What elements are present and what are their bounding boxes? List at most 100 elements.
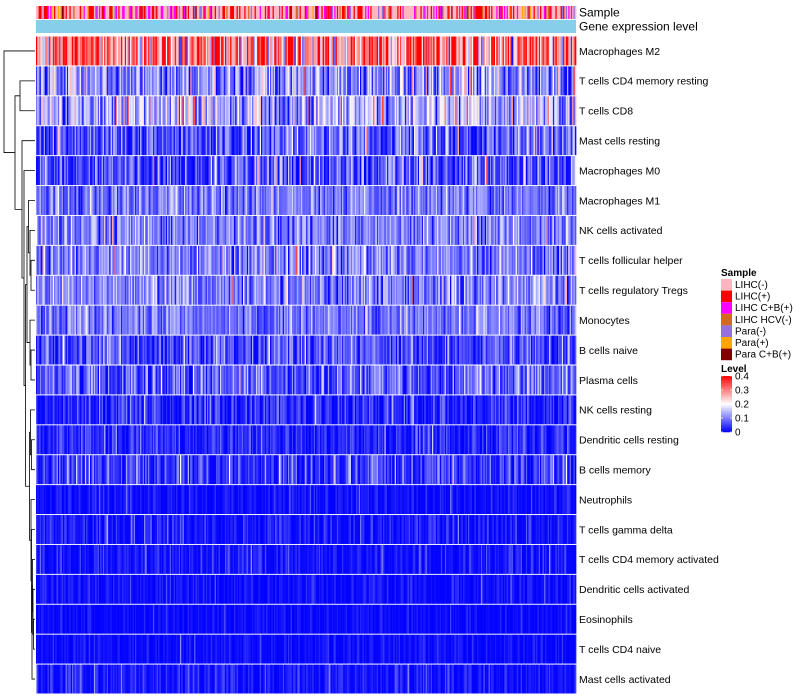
heatmap-cell [180,66,182,96]
heatmap-cell [61,305,64,335]
heatmap-cell [311,335,313,365]
heatmap-cell [527,156,529,186]
heatmap-cell [405,305,407,335]
heatmap-cell [150,335,153,365]
heatmap-cell [462,96,465,126]
heatmap-cell [222,156,225,186]
heatmap-cell [304,305,307,335]
heatmap-cell [122,275,124,305]
heatmap-cell [169,186,172,215]
heatmap-cell [135,215,137,245]
sample-cell [120,6,123,19]
sample-cell [114,6,117,19]
heatmap-cell [160,275,163,305]
heatmap-cell [210,36,213,66]
heatmap-cell [109,96,111,126]
heatmap-cell [199,66,201,96]
heatmap-cell [145,96,147,126]
heatmap-row [36,156,577,186]
heatmap-cell [231,215,234,245]
sample-cell [552,6,555,19]
sample-cell [208,6,210,19]
heatmap-cell [77,156,79,186]
heatmap-cell [183,96,186,126]
heatmap-cell [180,305,182,335]
heatmap-cell [262,96,264,126]
heatmap-cell [201,215,204,245]
heatmap-cell [397,186,399,215]
heatmap-cell [226,66,228,96]
sample-cell [455,6,457,19]
heatmap-cell [501,275,504,305]
heatmap-cell [110,66,113,96]
heatmap-cell [146,305,149,335]
heatmap-cell [452,96,455,126]
heatmap-cell [443,245,446,275]
heatmap-cell [329,186,331,215]
heatmap-cell [420,335,423,365]
heatmap-cell [369,156,371,186]
heatmap-cell [270,36,272,66]
heatmap-cell [329,156,331,186]
heatmap-cell [102,305,105,335]
heatmap-cell [345,36,348,66]
heatmap-cell [392,305,394,335]
heatmap-cell [366,215,369,245]
heatmap-cell [203,96,205,126]
sample-cell [84,6,87,19]
heatmap-cell [407,126,410,156]
heatmap-cell [210,275,213,305]
heatmap-cell [225,215,227,245]
heatmap-cell [280,215,282,245]
heatmap-cell [240,215,243,245]
heatmap-cell [340,305,343,335]
sample-cell [282,6,285,19]
heatmap-cell [399,335,402,365]
heatmap-cell [38,305,41,335]
heatmap-cell [309,275,312,305]
heatmap-cell [421,245,424,275]
heatmap-cell [244,335,246,365]
heatmap-cell [235,36,237,66]
heatmap-cell [439,36,442,66]
heatmap-cell [185,335,187,365]
heatmap-cell [483,275,486,305]
heatmap-cell [66,305,69,335]
heatmap-cell [549,156,551,186]
heatmap-cell [345,66,348,96]
heatmap-cell [343,96,345,126]
heatmap-cell [192,66,195,96]
heatmap-cell [243,215,245,245]
heatmap-cell [505,156,507,186]
heatmap-cell [402,156,405,186]
heatmap-cell [372,335,375,365]
heatmap-cell [546,66,549,96]
heatmap-cell [54,126,56,156]
heatmap-cell [541,275,543,305]
sample-cell [174,6,177,19]
heatmap-cell [127,305,129,335]
sample-cell [511,6,514,19]
sample-cell [369,6,371,19]
heatmap-cell [171,275,173,305]
heatmap-cell [384,335,387,365]
heatmap-cell [306,186,308,215]
heatmap-cell [172,215,174,245]
heatmap-cell [362,156,365,186]
heatmap-cell [114,186,117,215]
heatmap-cell [410,186,412,215]
heatmap-cell [538,305,541,335]
heatmap-cell [82,245,84,275]
heatmap-cell [268,335,271,365]
heatmap-cell [41,305,43,335]
heatmap-cell [524,215,527,245]
heatmap-cell [267,215,270,245]
heatmap-cell [218,126,221,156]
heatmap-cell [173,36,176,66]
heatmap-cell [243,305,245,335]
sample-cell [54,6,56,19]
heatmap-cell [66,186,69,215]
heatmap-cell [86,66,88,96]
heatmap-cell [410,215,412,245]
heatmap-cell [154,186,156,215]
